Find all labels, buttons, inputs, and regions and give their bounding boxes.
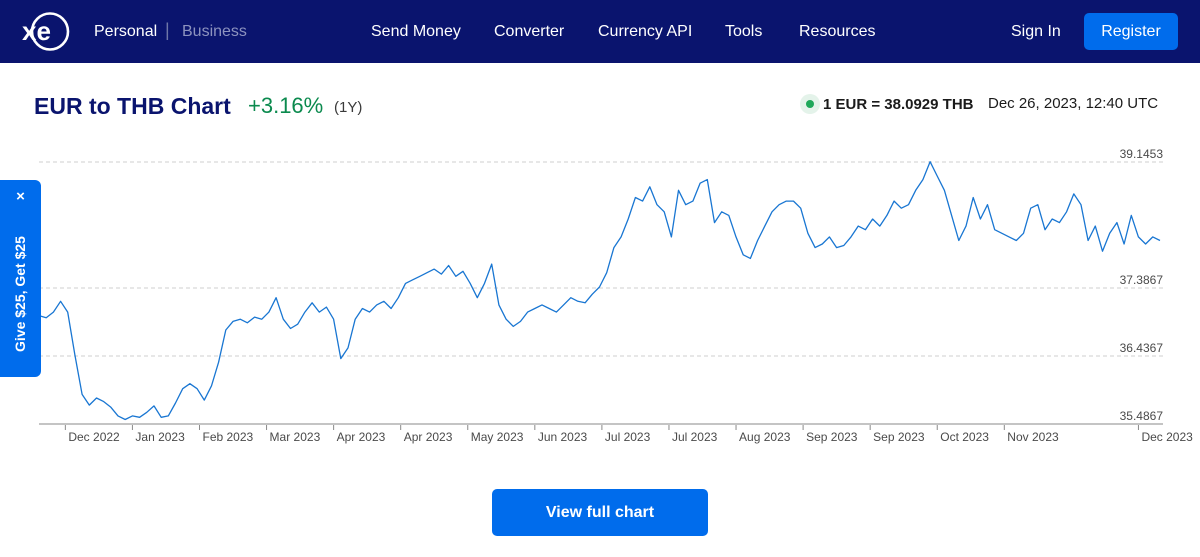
view-full-chart-button[interactable]: View full chart [492,489,708,536]
rate-timestamp: Dec 26, 2023, 12:40 UTC [988,95,1159,112]
x-tick-label: Apr 2023 [404,430,453,444]
x-tick-label: Dec 2023 [1141,430,1193,444]
sign-in-link[interactable]: Sign In [1011,23,1061,40]
change-period: (1Y) [334,99,363,116]
x-tick-label: Mar 2023 [270,430,321,444]
current-rate: 1 EUR = 38.0929 THB [823,96,974,113]
top-navigation-bar: xe Personal | Business Send Money Conver… [0,0,1200,63]
series-layer [38,161,1161,421]
y-tick-label: 36.4367 [1120,341,1164,355]
chart-title: EUR to THB Chart [34,93,231,119]
live-indicator [800,94,820,114]
logo-text: xe [22,16,51,46]
x-tick-label: Jun 2023 [538,430,588,444]
y-tick-label: 39.1453 [1120,147,1164,161]
register-button[interactable]: Register [1084,13,1178,50]
x-tick-label: Jul 2023 [672,430,718,444]
y-tick-label: 37.3867 [1120,273,1164,287]
x-tick-label: Sep 2023 [806,430,858,444]
nav-send-money[interactable]: Send Money [371,23,461,40]
rate-line-chart[interactable]: Dec 2022 Jan 2023 Feb 2023 Mar 2023 Apr 2023… [0,140,1200,450]
nav-tools[interactable]: Tools [725,23,763,40]
x-tick-label: Dec 2022 [68,430,120,444]
y-axis-labels: 39.1453 37.3867 36.4367 35.4867 [1120,147,1164,423]
x-tick-label: May 2023 [471,430,524,444]
green-dot-icon [806,100,814,108]
personal-segment-link[interactable]: Personal [94,23,158,40]
x-tick-label: Feb 2023 [202,430,253,444]
percent-change: +3.16% [248,93,324,118]
business-segment-link[interactable]: Business [182,23,247,40]
xe-logo[interactable]: xe [21,12,71,51]
referral-tab[interactable]: × Give $25, Get $25 [0,180,41,377]
nav-converter[interactable]: Converter [494,23,565,40]
grid-lines [39,161,1163,425]
referral-text[interactable]: Give $25, Get $25 [12,236,28,352]
close-icon[interactable]: × [16,188,25,205]
x-tick-label: Apr 2023 [337,430,386,444]
x-tick-label: Sep 2023 [873,430,925,444]
x-axis: Dec 2022 Jan 2023 Feb 2023 Mar 2023 Apr 2023… [64,425,1193,444]
x-tick-label: Oct 2023 [940,430,989,444]
segment-divider: | [165,20,170,40]
x-tick-label: Aug 2023 [739,430,791,444]
nav-currency-api[interactable]: Currency API [598,23,693,40]
nav-resources[interactable]: Resources [799,23,876,40]
series-line [38,161,1161,421]
y-tick-label: 35.4867 [1120,409,1164,423]
x-tick-label: Nov 2023 [1007,430,1059,444]
x-tick-label: Jan 2023 [135,430,185,444]
x-tick-label: Jul 2023 [605,430,651,444]
